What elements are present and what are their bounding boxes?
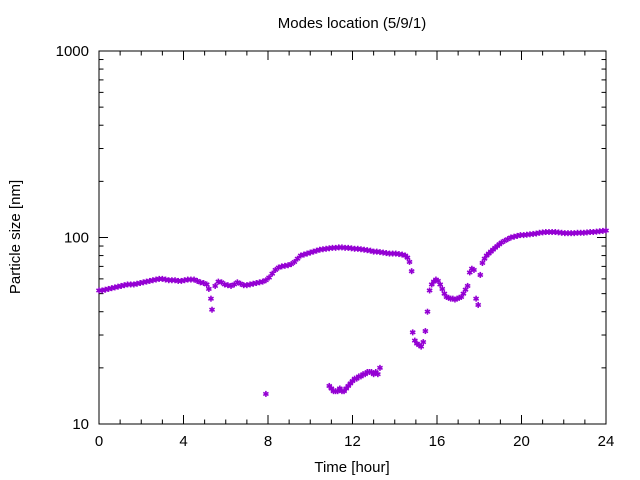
y-tick-label: 100	[64, 230, 89, 247]
data-point	[424, 308, 431, 315]
data-point	[479, 259, 486, 266]
data-point	[477, 271, 484, 278]
axes: 0 4 8 12 16 20 24 10 100 1000	[56, 43, 615, 450]
data-point	[437, 281, 444, 288]
data-point	[420, 339, 427, 346]
data-point	[418, 343, 425, 350]
data-points	[96, 227, 609, 397]
marker-stroke	[200, 280, 207, 286]
x-tick-label: 24	[598, 433, 615, 450]
x-tick-label: 12	[344, 433, 361, 450]
marker-stroke	[404, 255, 411, 260]
marker-stroke	[473, 296, 480, 301]
marker-stroke	[203, 282, 210, 287]
marker-stroke	[326, 383, 333, 389]
marker-stroke	[269, 271, 276, 276]
marker-stroke	[603, 228, 609, 233]
marker-stroke	[439, 286, 446, 292]
marker-stroke	[209, 307, 216, 312]
data-point	[262, 390, 269, 397]
marker-stroke	[205, 286, 212, 292]
data-point	[294, 255, 301, 262]
marker-stroke	[409, 330, 416, 335]
marker-stroke	[408, 268, 415, 274]
marker-stroke	[422, 328, 429, 334]
marker-stroke	[437, 282, 444, 287]
data-point	[209, 306, 216, 313]
chart-title: Modes location (5/9/1)	[278, 15, 426, 32]
marker-stroke	[441, 291, 448, 296]
marker-stroke	[328, 386, 335, 391]
y-axis-label: Particle size [nm]	[7, 180, 24, 294]
marker-stroke	[207, 296, 214, 301]
marker-stroke	[406, 259, 413, 265]
data-point	[470, 266, 477, 273]
data-point	[408, 268, 415, 275]
data-point	[422, 328, 429, 335]
data-point	[207, 295, 214, 302]
marker-stroke	[424, 309, 431, 314]
marker-stroke	[418, 344, 425, 349]
marker-stroke	[411, 338, 418, 343]
marker-stroke	[477, 272, 484, 278]
marker-stroke	[291, 259, 298, 265]
y-tick-label: 10	[72, 416, 89, 433]
marker-stroke	[479, 260, 486, 266]
data-point	[376, 364, 383, 371]
data-point	[409, 329, 416, 336]
marker-stroke	[464, 283, 471, 289]
marker-stroke	[470, 267, 477, 273]
marker-stroke	[194, 278, 201, 284]
x-axis-label: Time [hour]	[314, 459, 389, 476]
data-point	[291, 258, 298, 265]
data-point	[603, 227, 609, 234]
marker-stroke	[372, 369, 379, 375]
marker-stroke	[336, 386, 343, 391]
data-point	[205, 285, 212, 292]
marker-stroke	[367, 248, 374, 253]
y-tick-label: 1000	[56, 43, 89, 60]
marker-stroke	[212, 283, 219, 289]
marker-stroke	[266, 275, 273, 280]
marker-stroke	[237, 281, 244, 286]
marker-stroke	[376, 365, 383, 371]
data-point	[439, 285, 446, 292]
marker-stroke	[435, 278, 442, 284]
data-point	[404, 254, 411, 261]
data-point	[464, 282, 471, 289]
data-point	[266, 274, 273, 281]
marker-stroke	[475, 302, 482, 308]
marker-stroke	[374, 371, 381, 377]
data-point	[212, 282, 219, 289]
marker-stroke	[399, 252, 406, 257]
x-tick-label: 16	[429, 433, 446, 450]
x-tick-label: 4	[179, 433, 187, 450]
data-point	[406, 258, 413, 265]
marker-stroke	[420, 339, 427, 345]
marker-stroke	[234, 280, 241, 285]
marker-stroke	[191, 277, 198, 282]
data-point	[269, 270, 276, 277]
marker-stroke	[218, 280, 225, 285]
marker-stroke	[426, 288, 433, 293]
data-point	[203, 281, 210, 288]
marker-stroke	[294, 256, 301, 261]
data-point	[374, 371, 381, 378]
x-tick-label: 8	[264, 433, 272, 450]
data-point	[426, 287, 433, 294]
marker-stroke	[262, 391, 269, 397]
x-tick-label: 0	[95, 433, 103, 450]
data-point	[475, 301, 482, 308]
x-tick-label: 20	[513, 433, 530, 450]
data-point	[473, 295, 480, 302]
